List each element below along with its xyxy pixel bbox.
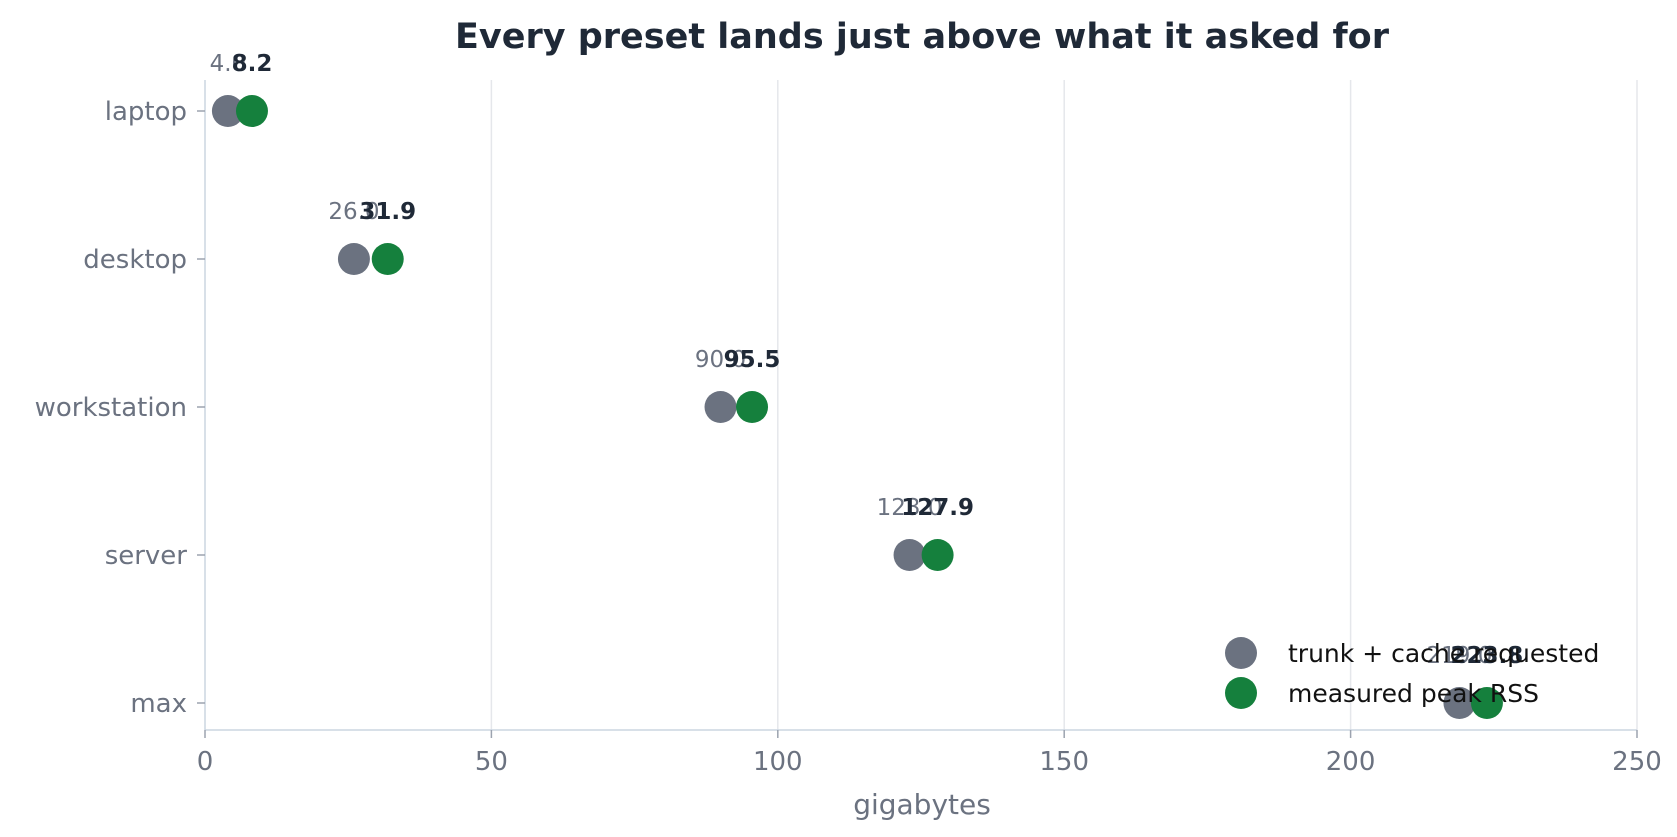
requested-point — [1443, 687, 1476, 719]
x-tick-label: 150 — [1039, 747, 1089, 777]
legend-label: trunk + cache requested — [1288, 639, 1599, 668]
legend-marker — [1225, 677, 1257, 709]
grid-lines — [490, 80, 1638, 730]
requested-value-label: 26.0 — [328, 199, 379, 225]
measured-value-label: 223.8 — [1451, 643, 1524, 669]
x-tick-label: 200 — [1326, 747, 1376, 777]
requested-value-label: 123.0 — [877, 495, 943, 521]
measured-point — [235, 95, 268, 127]
requested-point — [704, 391, 737, 423]
requested-value-label: 4.0 — [210, 51, 247, 77]
measured-value-label: 127.9 — [901, 495, 974, 521]
legend: trunk + cache requested measured peak RSS — [1225, 637, 1599, 709]
data-points: 4.0 26.0 90.0 123.0 219.0 8.2 31.9 95.5 127.9 223… — [210, 51, 1524, 719]
x-tick-label: 0 — [197, 747, 214, 777]
requested-value-label: 219.0 — [1427, 643, 1493, 669]
measured-value-label: 31.9 — [359, 199, 416, 225]
y-tick-label: laptop — [105, 97, 187, 127]
measured-point — [371, 243, 404, 275]
x-axis-label: gigabytes — [853, 788, 991, 821]
y-tick-label: max — [130, 689, 187, 719]
y-axis-ticks: laptop desktop workstation server max — [35, 97, 205, 719]
x-tick-label: 250 — [1612, 747, 1662, 777]
x-axis-ticks: 0 50 100 150 200 250 — [197, 730, 1662, 777]
measured-point — [921, 539, 954, 571]
y-tick-label: desktop — [83, 245, 187, 275]
chart-title: Every preset lands just above what it as… — [455, 17, 1390, 57]
legend-label: measured peak RSS — [1288, 679, 1539, 708]
legend-marker — [1225, 637, 1257, 669]
y-tick-label: workstation — [35, 393, 187, 423]
measured-value-label: 95.5 — [724, 347, 781, 373]
requested-point — [211, 95, 244, 127]
requested-point — [337, 243, 370, 275]
y-tick-label: server — [105, 541, 188, 571]
measured-point — [1470, 687, 1503, 719]
requested-value-label: 90.0 — [695, 347, 746, 373]
x-tick-label: 50 — [475, 747, 508, 777]
x-tick-label: 100 — [753, 747, 803, 777]
requested-point — [893, 539, 926, 571]
axes — [204, 80, 1637, 731]
measured-value-label: 8.2 — [232, 51, 273, 77]
measured-point — [736, 391, 769, 423]
